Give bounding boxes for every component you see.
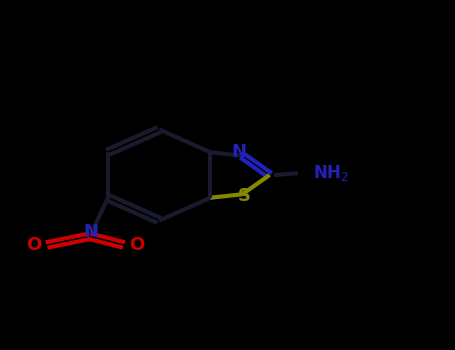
Text: NH$_2$: NH$_2$ <box>313 163 349 183</box>
Text: O: O <box>26 236 41 254</box>
Text: N: N <box>231 142 246 161</box>
Text: N: N <box>84 223 99 241</box>
Text: S: S <box>238 187 251 205</box>
Text: O: O <box>129 236 144 254</box>
